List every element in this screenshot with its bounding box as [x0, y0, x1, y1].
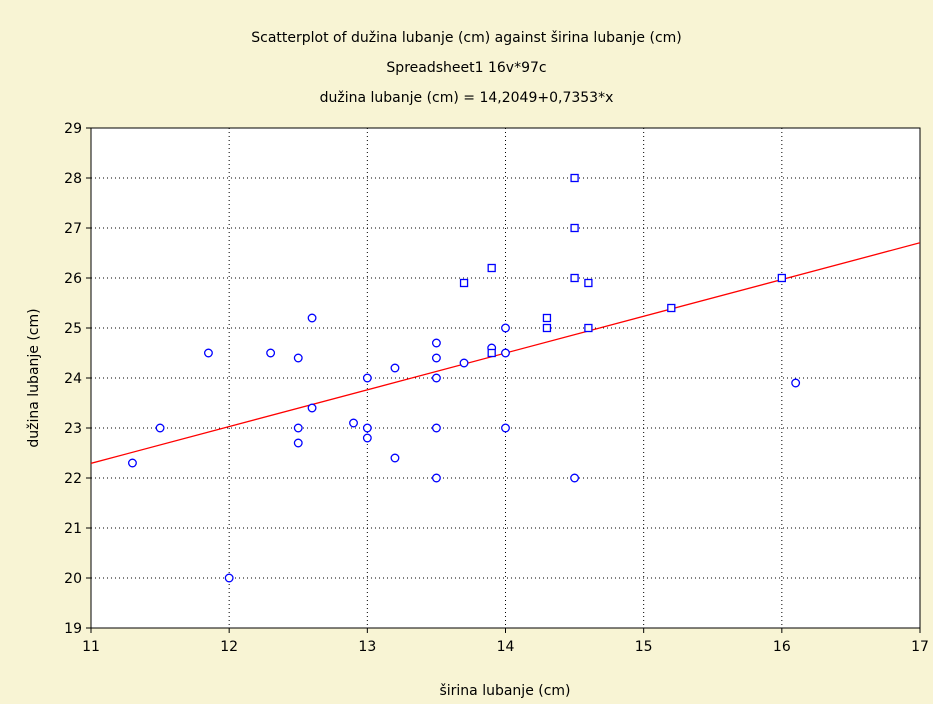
axis-ticks: 11 12 13 14 15 16 17 19 20 21 22 23 24 25 26 27 28 29	[64, 121, 929, 655]
x-tick-label: 13	[358, 639, 376, 655]
x-tick-label: 17	[911, 639, 929, 655]
chart-subtitle: Spreadsheet1 16v*97c	[386, 60, 547, 76]
scatter-point	[390, 363, 400, 373]
scatter-point	[307, 313, 317, 323]
scatter-point	[293, 353, 303, 363]
y-tick-label: 24	[64, 371, 82, 387]
scatter-point	[459, 358, 469, 368]
chart-title: Scatterplot of dužina lubanje (cm) again…	[251, 30, 682, 46]
scatter-point	[431, 473, 441, 483]
y-tick-label: 29	[64, 121, 82, 137]
scatter-point	[431, 338, 441, 348]
scatter-point-square	[667, 303, 676, 313]
scatter-point	[431, 373, 441, 383]
scatter-point	[127, 458, 137, 468]
scatter-point	[501, 323, 510, 333]
y-tick-label: 22	[64, 471, 82, 487]
scatter-point-square	[584, 323, 593, 333]
scatter-point-square	[542, 313, 552, 323]
data-points	[127, 173, 801, 583]
scatter-point	[390, 453, 400, 463]
scatter-point	[293, 423, 303, 433]
x-axis-label: širina lubanje (cm)	[439, 683, 570, 699]
scatter-point-square	[570, 173, 579, 183]
scatter-point	[362, 423, 372, 433]
scatter-point	[431, 423, 441, 433]
y-tick-label: 25	[64, 321, 82, 337]
scatter-point	[501, 423, 510, 433]
scatter-point	[307, 403, 317, 413]
x-tick-label: 16	[773, 639, 791, 655]
x-tick-label: 14	[497, 639, 515, 655]
scatter-point	[203, 348, 213, 358]
x-tick-label: 12	[220, 639, 238, 655]
scatter-point-square	[542, 323, 552, 333]
x-tick-label: 15	[635, 639, 653, 655]
grid-lines	[91, 128, 920, 628]
scatter-point	[362, 433, 372, 443]
x-tick-label: 11	[82, 639, 100, 655]
scatter-point	[224, 573, 234, 583]
scatter-point	[293, 438, 303, 448]
y-axis-label: dužina lubanje (cm)	[26, 308, 42, 447]
scatter-point-square	[487, 263, 496, 273]
y-tick-label: 19	[64, 621, 82, 637]
scatter-point	[362, 373, 372, 383]
scatter-point	[570, 473, 580, 483]
scatter-point	[266, 348, 276, 358]
scatter-point	[431, 353, 441, 363]
scatter-point-square	[570, 223, 579, 233]
scatter-point	[791, 378, 801, 388]
y-tick-label: 20	[64, 571, 82, 587]
scatter-point-square	[487, 348, 496, 358]
scatter-point	[155, 423, 165, 433]
y-tick-label: 21	[64, 521, 82, 537]
scatter-point	[349, 418, 358, 428]
y-tick-label: 28	[64, 171, 82, 187]
y-tick-label: 27	[64, 221, 82, 237]
scatter-point	[501, 348, 510, 358]
y-tick-label: 23	[64, 421, 82, 437]
scatter-point-square	[459, 278, 469, 288]
scatter-point-square	[777, 273, 786, 283]
regression-equation: dužina lubanje (cm) = 14,2049+0,7353*x	[319, 90, 614, 106]
scatter-point-square	[570, 273, 579, 283]
scatter-point-square	[584, 278, 593, 288]
y-tick-label: 26	[64, 271, 82, 287]
